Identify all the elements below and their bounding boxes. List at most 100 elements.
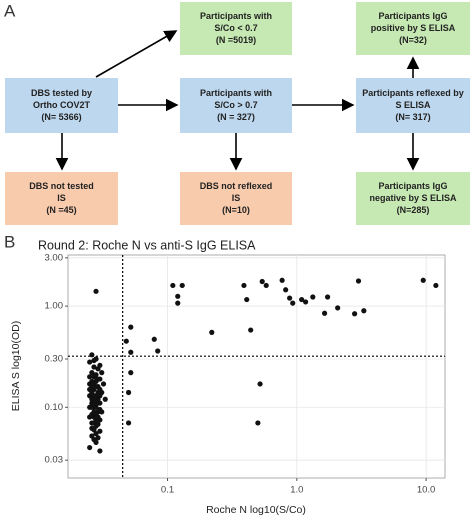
- box-text: DBS not tested: [29, 181, 94, 191]
- box-text: Participants reflexed by: [362, 88, 464, 98]
- scatter-point: [244, 296, 250, 303]
- box-text: Participants with: [200, 11, 272, 21]
- scatter-point: [93, 288, 99, 294]
- scatter-point: [97, 417, 103, 423]
- box-text: S/Co < 0.7: [214, 23, 257, 33]
- scatter-point: [263, 282, 269, 289]
- scatter-point: [361, 308, 367, 314]
- flow-box: [356, 172, 470, 225]
- plot-area: [67, 254, 446, 479]
- flow-box: [180, 2, 292, 55]
- flow-box: [356, 2, 470, 55]
- box-text: Ortho COV2T: [33, 100, 91, 110]
- scatter-point: [87, 374, 93, 380]
- scatter-point: [125, 389, 132, 396]
- scatter-point: [93, 400, 99, 406]
- scatter-point: [209, 329, 215, 335]
- scatter-point: [89, 400, 95, 406]
- scatter-point: [248, 327, 254, 333]
- scatter-point: [91, 396, 97, 402]
- scatter-point: [335, 305, 341, 311]
- scatter-point: [95, 366, 101, 372]
- scatter-point: [290, 300, 296, 306]
- y-tick-label: 0.30: [45, 354, 64, 365]
- scatter-point: [179, 282, 185, 289]
- y-axis-label: ELISA S log10(OD): [10, 321, 22, 411]
- box-text: IS: [232, 193, 241, 203]
- scatter-point: [125, 420, 132, 426]
- box-text: negative by S ELISA: [369, 193, 457, 203]
- scatter-point: [100, 381, 107, 387]
- scatter-point: [102, 396, 108, 402]
- box-text: (N = 327): [217, 112, 255, 122]
- scatter-point: [87, 359, 93, 365]
- scatter-point: [97, 376, 103, 382]
- scatter-point: [91, 374, 97, 380]
- scatter-point: [257, 381, 263, 387]
- y-tick-label: 0.03: [45, 455, 64, 466]
- scatter-point: [97, 428, 103, 434]
- scatter-point: [97, 400, 103, 406]
- scatter-point: [93, 439, 99, 445]
- arrows: [55, 30, 420, 171]
- box-text: (N= 5366): [41, 112, 81, 122]
- flow-box: [5, 78, 118, 133]
- flow-box: [180, 172, 292, 225]
- scatter-point: [89, 370, 95, 376]
- flow-box: [356, 78, 470, 133]
- scatter-point: [303, 299, 309, 305]
- scatter-point: [420, 277, 426, 283]
- scatter-point: [87, 444, 93, 451]
- arrow: [95, 30, 178, 78]
- box-text: (N =45): [46, 205, 76, 215]
- box-text: S/Co > 0.7: [214, 100, 257, 110]
- scatter-point: [283, 287, 289, 293]
- scatter-point: [355, 278, 362, 284]
- scatter-point: [299, 296, 305, 303]
- scatter-point: [352, 311, 358, 317]
- box-text: IS: [57, 193, 66, 203]
- box-text: (N= 317): [395, 112, 430, 122]
- scatter-point: [87, 414, 93, 420]
- scatter-point: [91, 357, 97, 364]
- box-text: Participants with: [200, 88, 272, 98]
- scatter-point: [93, 430, 99, 437]
- scatter-point: [93, 404, 99, 410]
- x-tick-label: 10.0: [417, 485, 436, 496]
- scatter-point: [175, 293, 181, 299]
- y-tick-label: 1.00: [45, 301, 64, 312]
- scatter-point: [433, 282, 439, 289]
- box-text: (N=10): [222, 205, 250, 215]
- flow-box: [5, 172, 118, 225]
- scatter-point: [99, 370, 105, 376]
- scatter-point: [155, 348, 161, 354]
- scatter-point: [95, 435, 101, 441]
- box-text: S ELISA: [395, 100, 431, 110]
- scatter-point: [310, 294, 316, 300]
- box-text: Participants IgG: [378, 11, 447, 21]
- scatter-point: [255, 420, 261, 426]
- box-text: (N=32): [399, 35, 427, 45]
- scatter-point: [259, 278, 265, 285]
- chart-title: Round 2: Roche N vs anti-S IgG ELISA: [38, 238, 256, 252]
- scatter-point: [128, 324, 134, 330]
- panel-label: A: [4, 1, 16, 20]
- box-text: (N=285): [397, 205, 430, 215]
- x-axis-label: Roche N log10(S/Co): [206, 504, 306, 516]
- scatter-point: [241, 282, 247, 289]
- scatter-point: [97, 448, 103, 454]
- scatter-point: [128, 370, 134, 376]
- x-tick-label: 1.0: [290, 485, 303, 496]
- scatter-point: [128, 349, 134, 355]
- box-text: DBS not reflexed: [200, 181, 273, 191]
- scatter-point: [91, 427, 97, 433]
- box-text: Participants IgG: [378, 181, 447, 191]
- scatter-point: [287, 295, 293, 301]
- scatter-point: [89, 352, 95, 358]
- flow-box: [180, 78, 292, 133]
- scatter-point: [99, 409, 105, 415]
- scatter-point: [170, 282, 176, 289]
- panel-label: B: [4, 232, 15, 251]
- scatter-point: [175, 300, 181, 306]
